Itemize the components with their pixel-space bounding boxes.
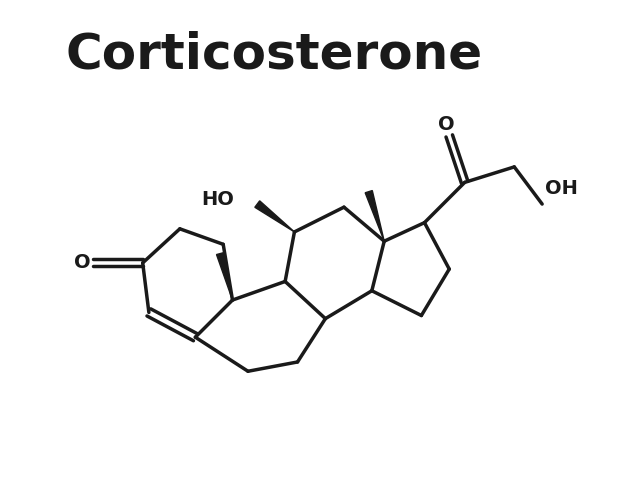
Text: HO: HO [201, 190, 233, 209]
Polygon shape [255, 201, 294, 232]
Text: OH: OH [545, 179, 578, 198]
Text: Corticosterone: Corticosterone [65, 31, 483, 79]
Polygon shape [217, 253, 232, 300]
Polygon shape [365, 190, 384, 241]
Text: O: O [438, 115, 454, 134]
Text: O: O [74, 254, 90, 273]
